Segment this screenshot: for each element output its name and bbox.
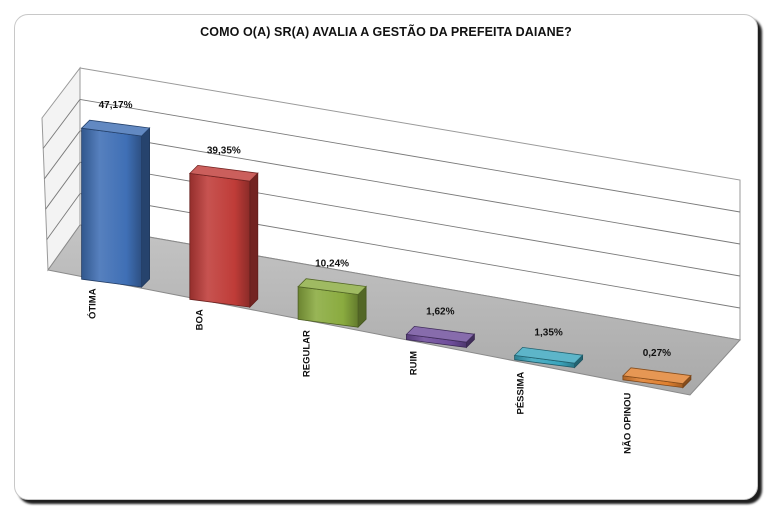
category-label: REGULAR xyxy=(302,330,313,377)
bar-front xyxy=(189,172,251,308)
data-label: 1,62% xyxy=(426,306,454,317)
chart-title: COMO O(A) SR(A) AVALIA A GESTÃO DA PREFE… xyxy=(200,25,572,39)
data-label: 39,35% xyxy=(207,145,241,156)
bar-top xyxy=(188,164,259,182)
category-label: ÓTIMA xyxy=(87,288,99,319)
bar-top xyxy=(513,346,584,364)
category-label: PÉSSIMA xyxy=(516,372,527,415)
category-label: RUIM xyxy=(409,351,420,375)
bar xyxy=(297,278,367,329)
bar-side xyxy=(141,127,151,288)
bar-front xyxy=(81,127,143,288)
bar xyxy=(188,164,259,309)
gridline xyxy=(79,98,741,213)
gridline xyxy=(42,99,81,149)
bar xyxy=(513,346,584,369)
chart-bars xyxy=(80,119,692,389)
bar-top xyxy=(622,367,692,385)
bar-top xyxy=(405,325,476,343)
data-label: 1,35% xyxy=(534,327,562,338)
category-label: NÃO OPINOU xyxy=(623,392,634,453)
gridline xyxy=(46,193,81,240)
bar xyxy=(80,119,151,288)
category-label: BOA xyxy=(195,309,206,330)
gridline xyxy=(44,130,81,180)
bar xyxy=(622,367,692,389)
bar xyxy=(405,325,476,349)
data-label: 0,27% xyxy=(643,348,671,359)
gridline xyxy=(79,130,741,245)
chart-labels: 47,17% ÓTIMA 39,35% BOA 10,24% REGULAR 1,62% RU… xyxy=(87,100,672,454)
bar-top xyxy=(80,119,151,137)
data-label: 10,24% xyxy=(315,259,349,270)
bar-top xyxy=(297,278,367,295)
gridline xyxy=(45,161,81,210)
bar-side xyxy=(249,172,259,309)
data-label: 47,17% xyxy=(99,100,133,111)
